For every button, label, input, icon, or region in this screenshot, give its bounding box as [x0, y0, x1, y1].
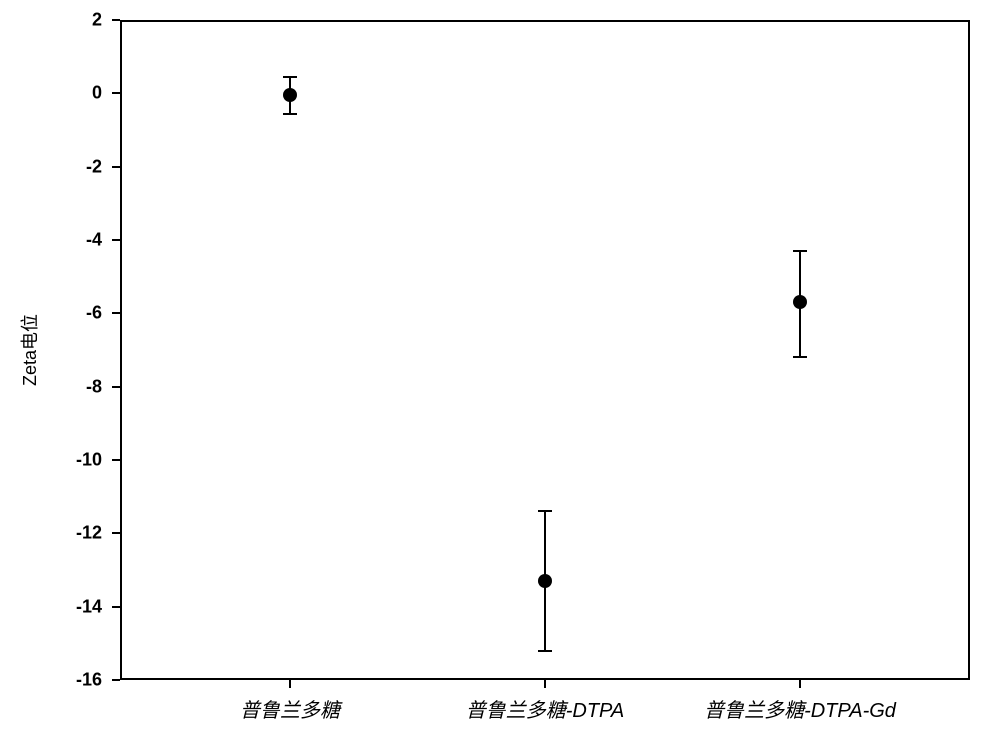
- xtick-label: 普鲁兰多糖: [240, 694, 340, 723]
- error-bar-cap: [793, 356, 807, 358]
- ytick-label: -14: [52, 596, 102, 617]
- data-point: [283, 88, 297, 102]
- ytick-label: -6: [52, 303, 102, 324]
- error-bar-cap: [283, 76, 297, 78]
- xtick-mark: [289, 680, 291, 688]
- data-point: [538, 574, 552, 588]
- ytick-mark: [112, 312, 120, 314]
- ytick-label: 2: [52, 10, 102, 31]
- xtick-label: 普鲁兰多糖-DTPA-Gd: [704, 694, 896, 723]
- xtick-mark: [544, 680, 546, 688]
- y-axis-label: Zeta电位: [16, 314, 42, 386]
- ytick-label: -4: [52, 230, 102, 251]
- ytick-label: -2: [52, 156, 102, 177]
- xtick-label: 普鲁兰多糖-DTPA: [466, 694, 625, 723]
- error-bar-cap: [793, 250, 807, 252]
- ytick-label: -16: [52, 670, 102, 691]
- error-bar-cap: [538, 650, 552, 652]
- data-point: [793, 295, 807, 309]
- ytick-mark: [112, 19, 120, 21]
- ytick-mark: [112, 606, 120, 608]
- ytick-mark: [112, 679, 120, 681]
- error-bar-cap: [538, 510, 552, 512]
- ytick-mark: [112, 532, 120, 534]
- ytick-mark: [112, 459, 120, 461]
- ytick-mark: [112, 166, 120, 168]
- xtick-mark: [799, 680, 801, 688]
- figure: Zeta电位 2 0 -2 -4 -6 -8 -10 -12 -14 -16 普鲁兰多糖 普鲁兰多糖…: [0, 0, 1000, 750]
- ytick-label: -10: [52, 450, 102, 471]
- error-bar-cap: [283, 113, 297, 115]
- ytick-mark: [112, 386, 120, 388]
- ytick-mark: [112, 239, 120, 241]
- ytick-label: 0: [52, 83, 102, 104]
- ytick-mark: [112, 92, 120, 94]
- ytick-label: -8: [52, 376, 102, 397]
- ytick-label: -12: [52, 523, 102, 544]
